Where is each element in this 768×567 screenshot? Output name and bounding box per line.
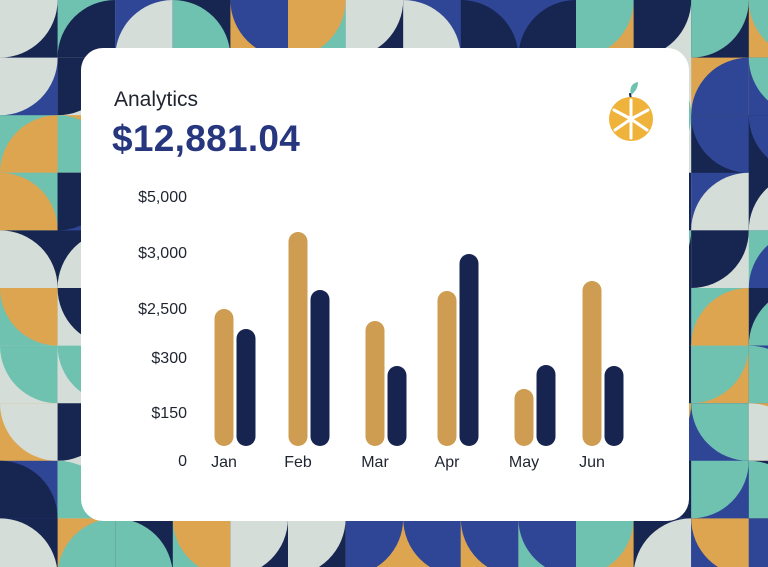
bar-feb-series-2 <box>310 290 330 446</box>
bar-jan-series-2 <box>236 329 256 446</box>
orange-slice-icon <box>609 82 653 141</box>
y-tick-label: $3,000 <box>138 245 187 262</box>
bar-jun-series-2 <box>604 366 624 446</box>
y-tick-label: $5,000 <box>138 189 187 206</box>
bar-mar-series-2 <box>387 366 407 446</box>
bar-may-series-2 <box>536 365 556 446</box>
bar-apr-series-1 <box>437 291 457 446</box>
bar-jan-series-1 <box>214 309 234 446</box>
bar-mar-series-1 <box>365 321 385 446</box>
bar-may-series-1 <box>514 389 534 446</box>
x-tick-label: Apr <box>435 454 461 471</box>
card-label: Analytics <box>114 88 199 111</box>
bar-chart: 0 $150 $300 $2,500 $3,000 $5,000 Jan Feb Mar Apr M… <box>138 189 624 471</box>
x-tick-label: Mar <box>361 454 389 471</box>
y-tick-label: 0 <box>178 453 187 470</box>
bar-jun-series-1 <box>582 281 602 446</box>
y-tick-label: $2,500 <box>138 301 187 318</box>
x-tick-label: Jan <box>211 454 237 471</box>
total-amount: $12,881.04 <box>112 118 301 159</box>
x-tick-label: Feb <box>284 454 312 471</box>
y-tick-label: $300 <box>151 350 187 367</box>
y-tick-label: $150 <box>151 405 187 422</box>
x-tick-label: May <box>509 454 539 471</box>
x-tick-label: Jun <box>579 454 605 471</box>
analytics-card: Analytics $12,881.04 0 $150 $300 $2,500 $3,0… <box>81 48 689 521</box>
bar-apr-series-2 <box>459 254 479 446</box>
bar-feb-series-1 <box>288 232 308 446</box>
